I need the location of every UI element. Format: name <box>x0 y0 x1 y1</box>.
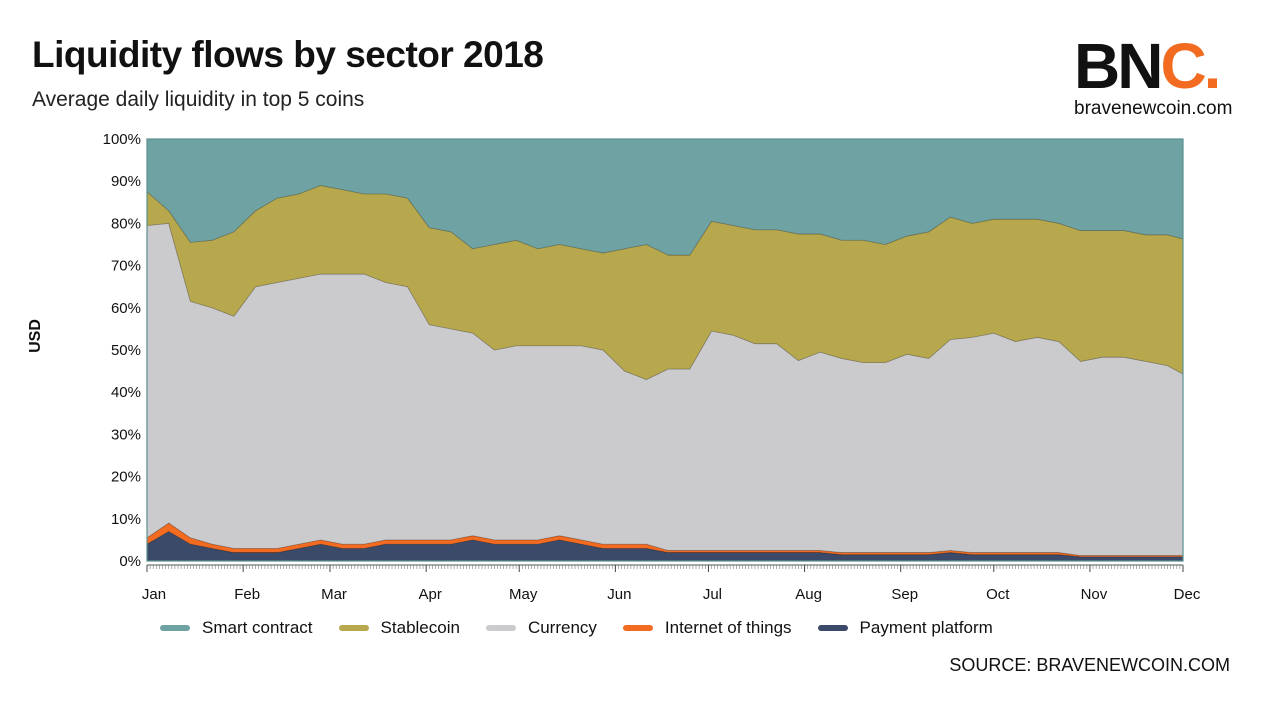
legend-swatch <box>160 625 190 631</box>
chart-title: Liquidity flows by sector 2018 <box>32 34 544 75</box>
legend-label: Internet of things <box>664 618 792 637</box>
y-tick-label: 20% <box>111 469 141 486</box>
logo-mark-left: BN <box>1074 30 1163 102</box>
logo-mark-accent: C. <box>1160 30 1221 102</box>
axis-layer: 0% 10% 20% 30% 40% 50% 60% 70% 80% 90% 100% Jan Feb M… <box>103 131 1201 603</box>
plot-frame <box>146 138 1184 562</box>
legend-swatch <box>622 625 653 631</box>
area-layer <box>146 138 1184 562</box>
legend-item: Smart contract <box>160 618 313 638</box>
brand-logo: BNC. bravenewcoin.com <box>1072 34 1252 124</box>
x-tick-label: Jun <box>607 586 631 603</box>
legend-label: Currency <box>527 618 597 637</box>
y-tick-label: 70% <box>111 258 141 275</box>
source-note: SOURCE: BRAVENEWCOIN.COM <box>949 655 1230 675</box>
legend-label: Smart contract <box>202 618 313 637</box>
legend-item: Payment platform <box>817 618 993 638</box>
logo-url: bravenewcoin.com <box>1074 98 1233 119</box>
x-tick-label: Nov <box>1081 586 1108 603</box>
y-tick-label: 50% <box>111 342 141 359</box>
x-tick-label: Feb <box>234 586 260 603</box>
y-tick-label: 90% <box>111 173 141 190</box>
x-tick-label: Apr <box>418 586 441 603</box>
x-tick-label: May <box>509 586 538 603</box>
x-tick-label: Jul <box>703 586 722 603</box>
x-tick-label: Oct <box>986 586 1010 603</box>
y-tick-label: 100% <box>103 131 141 148</box>
legend-swatch <box>817 625 848 631</box>
y-tick-label: 10% <box>111 511 141 528</box>
logo-mark: BNC. <box>1074 34 1221 98</box>
y-tick-label: 60% <box>111 300 141 317</box>
y-tick-label: 0% <box>119 553 141 570</box>
legend-swatch <box>485 625 516 631</box>
y-tick-label: 40% <box>111 384 141 401</box>
legend-label: Payment platform <box>859 618 993 637</box>
y-axis-label: USD <box>27 319 44 353</box>
y-tick-label: 80% <box>111 215 141 232</box>
x-tick-label: Dec <box>1174 586 1201 603</box>
y-tick-label: 30% <box>111 426 141 443</box>
legend-item: Internet of things <box>622 618 792 638</box>
x-tick-label: Aug <box>795 586 822 603</box>
legend-swatch <box>338 625 369 631</box>
legend-item: Stablecoin <box>338 618 460 638</box>
x-tick-label: Jan <box>142 586 166 603</box>
chart-legend: Smart contract Stablecoin Currency Internet… <box>160 618 1019 638</box>
legend-item: Currency <box>485 618 597 638</box>
x-tick-label: Sep <box>891 586 918 603</box>
x-tick-label: Mar <box>321 586 347 603</box>
chart-subtitle: Average daily liquidity in top 5 coins <box>32 88 365 111</box>
legend-label: Stablecoin <box>380 618 460 637</box>
